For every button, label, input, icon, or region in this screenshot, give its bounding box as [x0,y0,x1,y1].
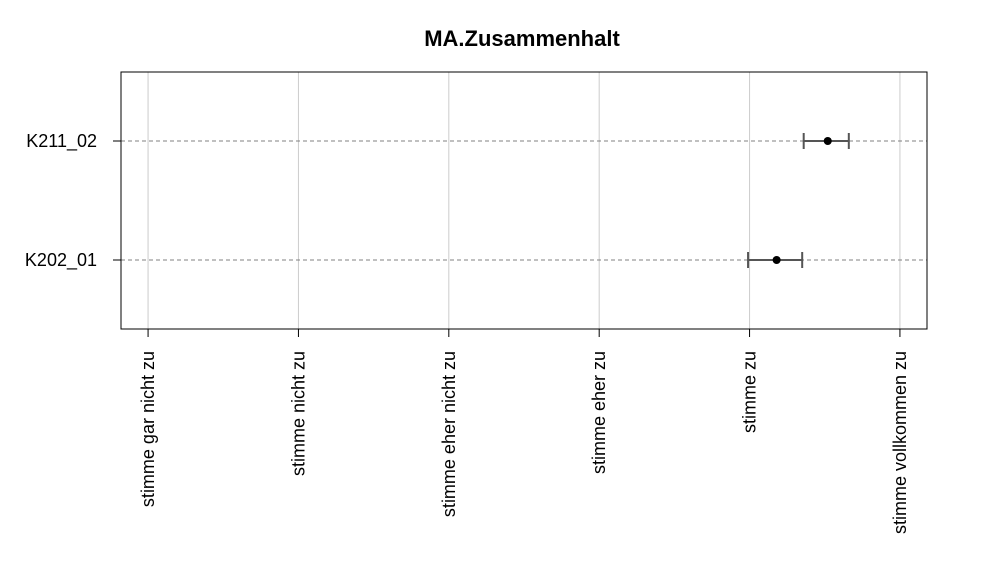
x-tick-label: stimme gar nicht zu [138,351,158,507]
x-tick-label: stimme zu [740,351,760,433]
mean-point [823,137,832,145]
series [121,133,927,268]
grid [147,72,901,329]
y-axis: K211_02 K202_01 [25,131,121,271]
plot-frame [120,71,928,330]
x-axis: stimme gar nicht zu stimme nicht zu stimme… [138,329,910,534]
y-tick-label: K211_02 [26,131,97,152]
x-tick-label: stimme nicht zu [288,351,308,476]
x-tick-label: stimme eher zu [589,351,609,474]
mean-point [772,256,781,264]
chart-title: MA.Zusammenhalt [424,26,620,51]
x-tick-label: stimme eher nicht zu [439,351,459,517]
x-tick-label: stimme vollkommen zu [890,351,910,534]
y-tick-label: K202_01 [25,250,97,271]
